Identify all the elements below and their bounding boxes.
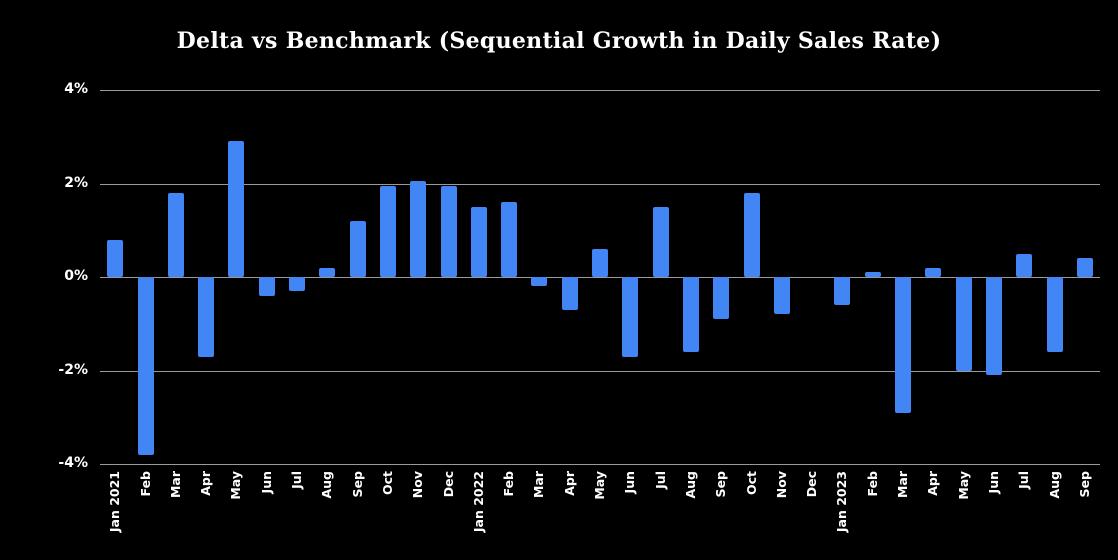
x-tick-label: Jan 2022 <box>470 471 486 533</box>
x-tick-label: Jun <box>258 471 274 494</box>
bar-jan-2023 <box>834 277 851 305</box>
x-tick-label: Apr <box>925 471 941 496</box>
bar-feb <box>137 277 154 455</box>
bar-oct <box>379 185 396 277</box>
bar-jun <box>985 277 1002 376</box>
x-tick-label: Jan 2021 <box>107 471 123 533</box>
bar-nov <box>773 277 790 315</box>
chart-title: Delta vs Benchmark (Sequential Growth in… <box>176 28 942 54</box>
bar-jul <box>652 206 669 277</box>
bar-apr <box>925 267 942 277</box>
gridline <box>100 370 1100 372</box>
x-tick-label: Jul <box>1016 471 1032 489</box>
bar-jan-2022 <box>470 206 487 277</box>
x-tick-label: Apr <box>561 471 577 496</box>
bar-sep <box>713 277 730 320</box>
bar-may <box>592 248 608 277</box>
bar-aug <box>319 267 336 277</box>
x-tick-label: Jul <box>652 471 668 489</box>
bar-feb <box>501 202 518 277</box>
gridline <box>100 464 1100 465</box>
bar-jun <box>622 277 639 357</box>
x-tick-label: Jun <box>622 471 638 494</box>
x-tick-label: Jul <box>289 471 304 489</box>
bar-may <box>955 277 972 371</box>
x-tick-label: Dec <box>440 471 456 498</box>
y-tick-label: -2% <box>58 361 88 378</box>
bar-jan-2021 <box>107 239 124 277</box>
bar-dec <box>440 185 457 277</box>
x-tick-label: Feb <box>501 471 517 497</box>
bar-may <box>228 141 245 277</box>
bar-jul <box>1016 253 1033 277</box>
bar-apr <box>561 277 578 310</box>
y-tick-label: -4% <box>58 455 88 472</box>
y-tick-label: 4% <box>64 81 88 98</box>
bar-jun <box>258 277 275 296</box>
x-tick-label: Sep <box>713 471 729 498</box>
y-tick-label: 2% <box>64 174 88 191</box>
x-tick-label: May <box>228 471 244 500</box>
bar-nov <box>410 181 427 277</box>
bar-jul <box>289 277 305 291</box>
x-tick-label: Oct <box>379 471 395 496</box>
x-tick-label: Feb <box>864 471 880 497</box>
bar-mar <box>895 277 911 413</box>
gridline <box>100 90 1100 91</box>
x-tick-label: May <box>955 471 971 500</box>
plot-area: 4% 2% 0% -2% -4% Jan 2021 Feb Mar Apr May Jun Jul Au… <box>58 81 1100 532</box>
x-tick-label: Oct <box>743 471 759 496</box>
bar-oct <box>743 192 760 277</box>
x-tick-label: Apr <box>198 471 214 496</box>
x-tick-label: Aug <box>319 471 335 499</box>
gridline <box>100 183 1100 185</box>
x-tick-label: May <box>592 471 607 500</box>
bar-sep <box>1076 258 1093 277</box>
x-tick-label: Feb <box>137 471 153 497</box>
y-tick-label: 0% <box>64 268 88 285</box>
bar-aug <box>1046 277 1063 352</box>
x-tick-label: Nov <box>410 471 426 499</box>
x-tick-label: Mar <box>167 471 183 499</box>
bar-apr <box>198 277 215 357</box>
x-tick-label: Jun <box>985 471 1001 494</box>
x-tick-label: Mar <box>531 471 547 499</box>
zero-gridline <box>100 277 1100 278</box>
bar-mar <box>531 277 548 287</box>
x-tick-label: Sep <box>1076 471 1092 498</box>
x-tick-label: Nov <box>773 471 789 499</box>
bar-aug <box>682 277 699 352</box>
bar-feb <box>864 272 881 277</box>
x-tick-label: Aug <box>682 471 698 499</box>
bar-mar <box>167 192 184 277</box>
x-tick-label: Dec <box>804 471 820 498</box>
x-tick-label: Mar <box>895 471 910 499</box>
bar-sep <box>349 220 366 277</box>
x-tick-label: Jan 2023 <box>834 471 850 533</box>
x-tick-label: Aug <box>1046 471 1062 499</box>
x-tick-label: Sep <box>349 471 365 498</box>
